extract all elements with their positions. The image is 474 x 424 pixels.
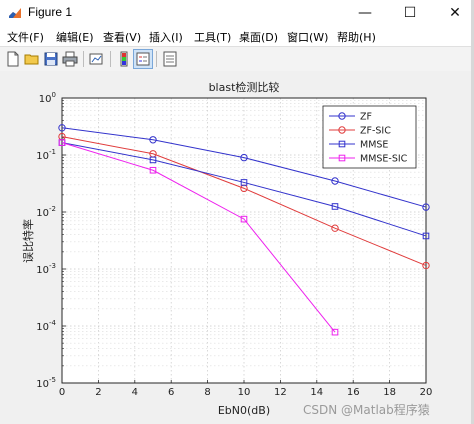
data-point-mmse-sic <box>331 328 339 336</box>
series-line-mmse <box>61 142 427 237</box>
legend-marker-zf-sic <box>338 126 346 134</box>
save-icon[interactable] <box>42 50 60 68</box>
menu-file[interactable]: 文件(F) <box>7 31 44 44</box>
x-tick-label: 18 <box>383 387 396 398</box>
x-tick-label: 10 <box>238 387 251 398</box>
y-tick-label: 10-3 <box>36 262 56 276</box>
legend-marker-mmse <box>338 140 346 148</box>
data-point-zf-sic <box>331 224 339 232</box>
toolbar <box>0 46 474 72</box>
print-icon[interactable] <box>61 50 79 68</box>
toolbar-separator <box>156 51 157 67</box>
x-tick-label: 12 <box>274 387 287 398</box>
x-tick-label: 8 <box>204 387 210 398</box>
x-tick-label: 16 <box>347 387 360 398</box>
legend-label-zf-sic: ZF-SIC <box>360 126 391 137</box>
data-point-mmse-sic <box>58 139 66 146</box>
series <box>58 124 430 336</box>
data-point-mmse-sic <box>149 166 157 174</box>
toggle-colorbar-icon[interactable] <box>115 50 133 68</box>
y-tick-label: 10-4 <box>36 319 56 333</box>
close-button[interactable]: ✕ <box>449 5 461 21</box>
menu-help[interactable]: 帮助(H) <box>337 31 376 44</box>
grid <box>62 98 426 383</box>
data-point-zf <box>240 153 248 162</box>
menu-tools[interactable]: 工具(T) <box>194 31 232 44</box>
menu-desktop[interactable]: 桌面(D) <box>239 31 279 44</box>
x-tick-label: 4 <box>132 387 138 398</box>
x-tick-label: 14 <box>310 387 323 398</box>
data-point-mmse <box>331 203 339 210</box>
legend-label-mmse-sic: MMSE-SIC <box>360 154 408 165</box>
data-point-zf <box>58 124 66 132</box>
data-point-mmse <box>422 232 430 240</box>
series-line-zf-sic <box>61 136 427 267</box>
link-plot-icon[interactable] <box>88 50 106 68</box>
menu-edit[interactable]: 编辑(E) <box>56 31 94 44</box>
series-line-zf <box>61 127 427 208</box>
toolbar-separator <box>83 51 84 67</box>
property-inspector-icon[interactable] <box>161 50 179 68</box>
open-file-icon[interactable] <box>23 50 41 68</box>
maximize-button[interactable]: ☐ <box>403 5 417 21</box>
data-point-mmse <box>149 156 157 164</box>
y-tick-label: 100 <box>39 91 56 105</box>
x-tick-label: 2 <box>95 387 101 398</box>
matlab-figure-icon <box>9 8 21 18</box>
y-tick-label: 10-2 <box>36 205 56 219</box>
chart-title: blast检测比较 <box>209 80 280 94</box>
data-point-zf <box>331 177 339 185</box>
series-line-mmse-sic <box>61 142 336 333</box>
x-axis-label: EbN0(dB) <box>218 404 270 417</box>
title-bar: Figure 1 — ☐ ✕ <box>0 0 474 26</box>
legend-marker-zf <box>338 112 346 120</box>
ber-chart: 0 2 4 6 8 10 12 14 16 18 20 10-5 10-4 10-3 10-2 10-1 100… <box>21 80 433 417</box>
minimize-button[interactable]: — <box>358 5 372 21</box>
figure-area: 0 2 4 6 8 10 12 14 16 18 20 10-5 10-4 10-3 10-2 10-1 100… <box>0 71 474 424</box>
y-tick-label: 10-5 <box>36 376 56 390</box>
legend-label-mmse: MMSE <box>360 140 388 151</box>
menu-view[interactable]: 查看(V) <box>103 31 142 44</box>
menu-bar: 文件(F) 编辑(E) 查看(V) 插入(I) 工具(T) 桌面(D) 窗口(W… <box>0 26 474 46</box>
data-point-zf <box>149 136 157 144</box>
y-tick-label: 10-1 <box>36 148 56 162</box>
x-tick-label: 20 <box>420 387 433 398</box>
data-point-mmse-sic <box>240 215 248 223</box>
data-point-mmse <box>240 179 248 186</box>
legend: ZF ZF-SIC MMSE MMSE-SIC <box>322 105 417 169</box>
legend-marker-mmse-sic <box>338 154 346 162</box>
toggle-legend-icon[interactable] <box>133 49 153 69</box>
x-tick-label: 6 <box>168 387 174 398</box>
window-edge <box>471 0 474 424</box>
legend-label-zf: ZF <box>360 112 372 123</box>
x-tick-label: 0 <box>59 387 65 398</box>
new-figure-icon[interactable] <box>4 50 22 68</box>
window-title: Figure 1 <box>28 5 73 19</box>
watermark: CSDN @Matlab程序猿 <box>303 403 430 417</box>
menu-insert[interactable]: 插入(I) <box>149 31 183 44</box>
toolbar-separator <box>110 51 111 67</box>
data-point-zf <box>422 203 430 211</box>
y-axis-label: 误比特率 <box>21 219 35 263</box>
menu-window[interactable]: 窗口(W) <box>287 31 329 44</box>
data-point-zf-sic <box>422 261 430 270</box>
